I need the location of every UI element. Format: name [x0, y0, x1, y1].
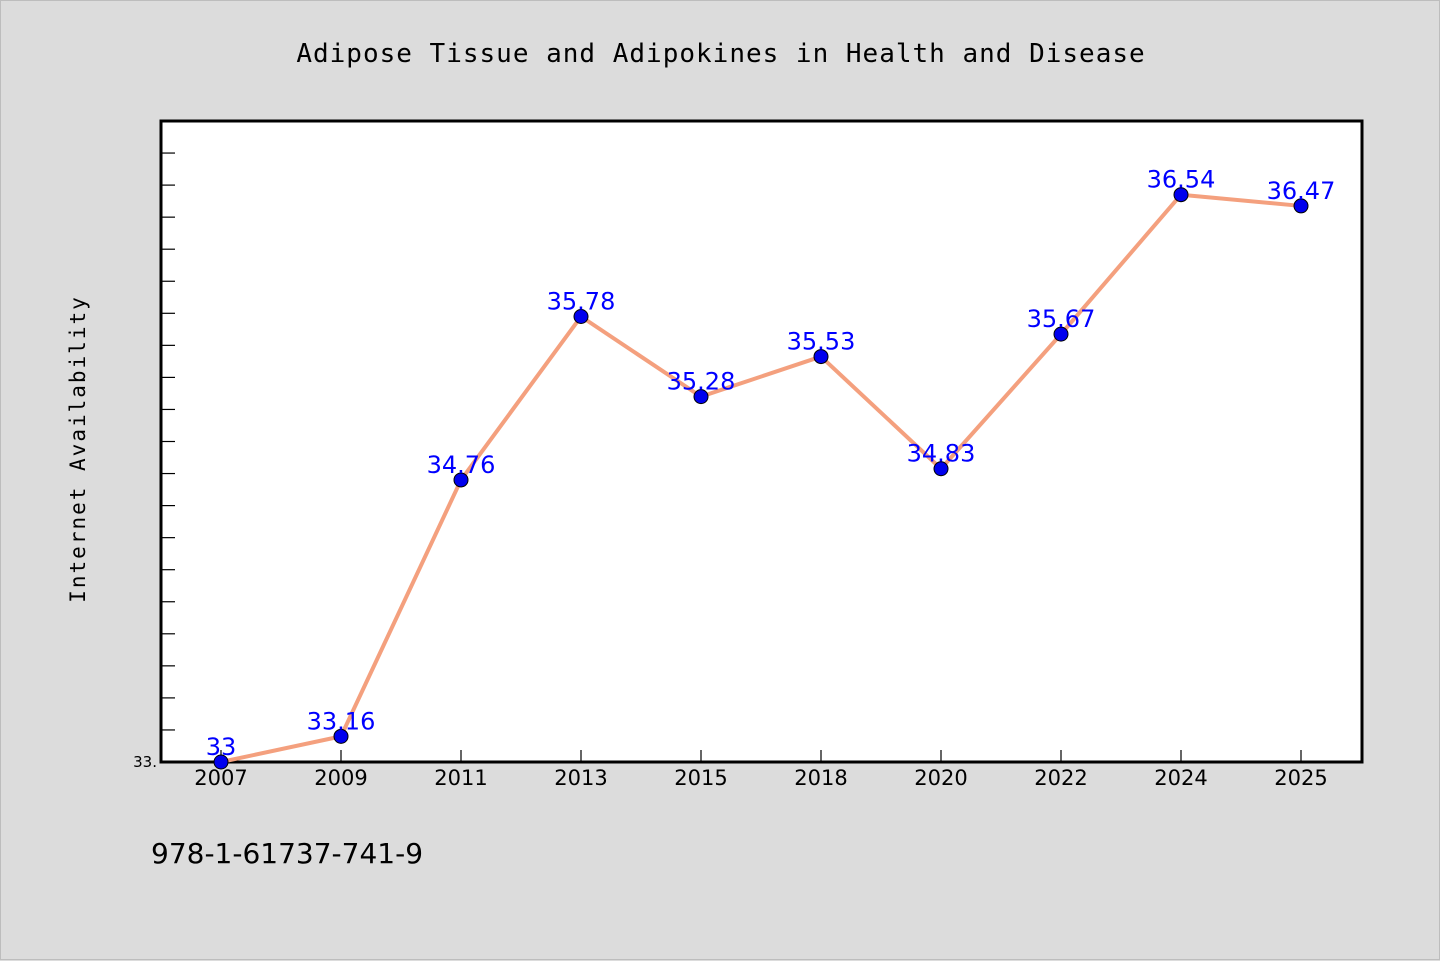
- x-tick-label: 2009: [314, 766, 367, 790]
- y-axis-minor-ticks: [161, 152, 175, 731]
- data-label: 36.54: [1147, 166, 1216, 194]
- x-tick-label: 2011: [434, 766, 487, 790]
- data-label: 35.67: [1027, 305, 1096, 333]
- x-tick-label: 2015: [674, 766, 727, 790]
- series-line-group: 33 33.16 34.76 35.78 35.28 35.53 34.83 35.67 36.…: [206, 166, 1336, 770]
- data-point: [693, 389, 709, 405]
- data-point: [573, 309, 589, 325]
- data-point: [1053, 326, 1069, 342]
- data-point: [933, 461, 949, 477]
- x-tick-label: 2020: [914, 766, 967, 790]
- data-label: 33.16: [307, 707, 376, 735]
- data-label: 35.28: [667, 368, 736, 396]
- data-label: 33: [206, 733, 237, 761]
- x-tick-label: 2025: [1274, 766, 1327, 790]
- y-axis-label: Internet Availability: [66, 295, 90, 603]
- data-point: [1173, 187, 1189, 203]
- data-label: 36.47: [1267, 177, 1336, 205]
- x-tick-label: 2024: [1154, 766, 1207, 790]
- data-point: [333, 728, 349, 744]
- plot-area: [159, 119, 1364, 764]
- data-point: [453, 472, 469, 488]
- data-label: 35.53: [787, 328, 856, 356]
- x-tick-label: 2022: [1034, 766, 1087, 790]
- data-point: [813, 349, 829, 365]
- series-line: [220, 192, 1302, 764]
- data-label: 34.83: [907, 440, 976, 468]
- data-label: 34.76: [427, 451, 496, 479]
- chart-title: Adipose Tissue and Adipokines in Health …: [296, 39, 1145, 69]
- data-label: 35.78: [547, 288, 616, 316]
- x-tick-label: 2018: [794, 766, 847, 790]
- data-point: [1293, 198, 1309, 214]
- x-axis-ticks: 2007 2009 2011 2013 2015 2018 2020 2022 2024 2025: [194, 750, 1328, 790]
- isbn-text: 978-1-61737-741-9: [151, 837, 423, 870]
- y-tick-label: 33.: [133, 753, 157, 771]
- x-tick-label: 2007: [194, 766, 247, 790]
- data-point: [213, 754, 229, 770]
- x-tick-label: 2013: [554, 766, 607, 790]
